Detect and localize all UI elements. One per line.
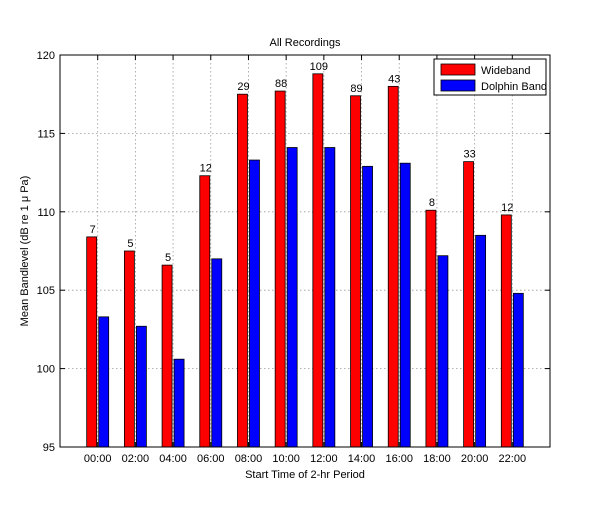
x-tick-label: 08:00 [235,453,263,465]
bar-dolphin-band [362,165,373,448]
bar-dolphin-band [211,258,223,448]
bars-group [86,73,524,448]
bar-wideband [86,236,98,448]
x-tick-label: 16:00 [385,453,413,465]
count-annotations: 7 5 5 12 29 88 109 89 43 8 33 12 [90,61,514,264]
grid-lines [60,55,550,447]
bar-wideband [237,93,248,448]
y-tick-label: 100 [37,364,55,376]
count-label: 109 [310,61,328,73]
bar-dolphin-band [249,159,260,448]
bar-dolphin-band [98,316,110,448]
x-tick-label: 00:00 [84,453,112,465]
legend: Wideband Dolphin Band [433,58,547,96]
count-label: 7 [90,224,96,236]
legend-swatch-dolphin-band [440,79,476,92]
x-tick-label: 18:00 [423,453,451,465]
y-tick-label: 105 [37,285,55,297]
x-tick-label: 06:00 [197,453,225,465]
bar-wideband [425,209,437,448]
bar-dolphin-band [512,292,524,448]
plot-frame [59,54,551,448]
x-tick-label: 12:00 [310,453,338,465]
count-label: 89 [350,83,362,95]
bar-wideband [350,95,361,448]
bar-dolphin-band [324,147,336,448]
legend-label-dolphin-band: Dolphin Band [481,81,547,93]
count-label: 5 [127,238,133,250]
bar-dolphin-band [286,147,298,448]
bar-wideband [500,214,512,448]
x-tick-label: 22:00 [499,453,527,465]
y-axis-label: Mean Bandlevel (dB re 1 μ Pa) [19,176,31,327]
x-tick-label: 04:00 [159,453,187,465]
y-tick-label: 110 [37,207,55,219]
y-tick-label: 95 [43,442,55,454]
bar-wideband [199,175,211,448]
legend-label-wideband: Wideband [481,65,531,77]
count-label: 88 [275,78,287,90]
bar-dolphin-band [135,325,147,448]
x-tick-label: 14:00 [348,453,376,465]
legend-swatch-wideband [440,63,476,76]
bar-wideband [274,90,286,448]
count-label: 33 [463,149,475,161]
count-label: 8 [429,197,435,209]
x-tick-label: 20:00 [461,453,489,465]
bar-wideband [463,161,475,448]
bar-wideband [123,250,135,448]
y-tick-label: 115 [37,128,55,140]
y-axis: 95 100 105 110 115 120 [37,50,550,454]
y-tick-label: 120 [37,50,55,62]
bar-wideband [161,264,173,448]
x-tick-label: 02:00 [122,453,150,465]
bar-wideband [387,85,399,448]
bar-wideband [312,73,324,448]
bar-dolphin-band [173,358,185,448]
count-label: 5 [165,252,171,264]
count-label: 12 [501,202,513,214]
count-label: 29 [237,81,249,93]
x-tick-label: 10:00 [272,453,300,465]
chart-title: All Recordings [270,37,341,49]
count-label: 43 [388,73,400,85]
bar-dolphin-band [437,255,449,448]
count-label: 12 [200,163,212,175]
bar-dolphin-band [399,162,411,448]
x-axis-label: Start Time of 2-hr Period [245,469,365,481]
bar-dolphin-band [475,234,487,448]
